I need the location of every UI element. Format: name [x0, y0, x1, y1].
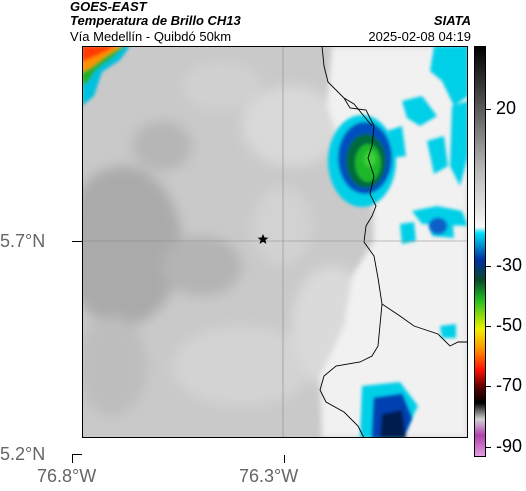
latitude-label: 5.2°N	[0, 444, 46, 464]
longitude-label: 76.8°W	[37, 466, 97, 486]
warm-cloud-edge	[82, 46, 130, 106]
cold-cloud-streaks	[360, 46, 468, 438]
satellite-title: GOES-EAST	[70, 0, 147, 14]
colorbar-label: -90	[496, 436, 523, 456]
colorbar-label: -50	[496, 315, 523, 335]
lat-tick	[72, 241, 82, 242]
longitude-label: 76.3°W	[239, 466, 299, 486]
graticule	[82, 46, 468, 438]
cold-cloud-cores	[372, 218, 447, 438]
convective-cell	[328, 115, 396, 207]
lat-tick	[72, 454, 82, 455]
colorbar-label: -30	[496, 255, 523, 275]
location-star-marker	[257, 234, 269, 244]
colorbar-tick	[486, 266, 491, 267]
colorbar-label: -70	[496, 375, 523, 395]
colorbar-tick	[486, 447, 491, 448]
brand-label: SIATA	[433, 13, 471, 28]
temperature-colorbar	[474, 46, 486, 457]
colorbar-tick	[486, 326, 491, 327]
route-subtitle: Vía Medellín - Quibdó 50km	[70, 29, 232, 44]
latitude-label: 5.7°N	[0, 231, 46, 251]
colorbar-tick	[486, 386, 491, 387]
lon-tick	[72, 455, 73, 463]
colorbar-tick	[486, 109, 491, 110]
satellite-map	[82, 46, 468, 438]
lon-tick	[284, 455, 285, 463]
coastline-border	[319, 46, 468, 438]
datetime-label: 2025-02-08 04:19	[368, 29, 471, 44]
colorbar-label: 20	[496, 98, 517, 118]
product-title: Temperatura de Brillo CH13	[70, 13, 241, 28]
